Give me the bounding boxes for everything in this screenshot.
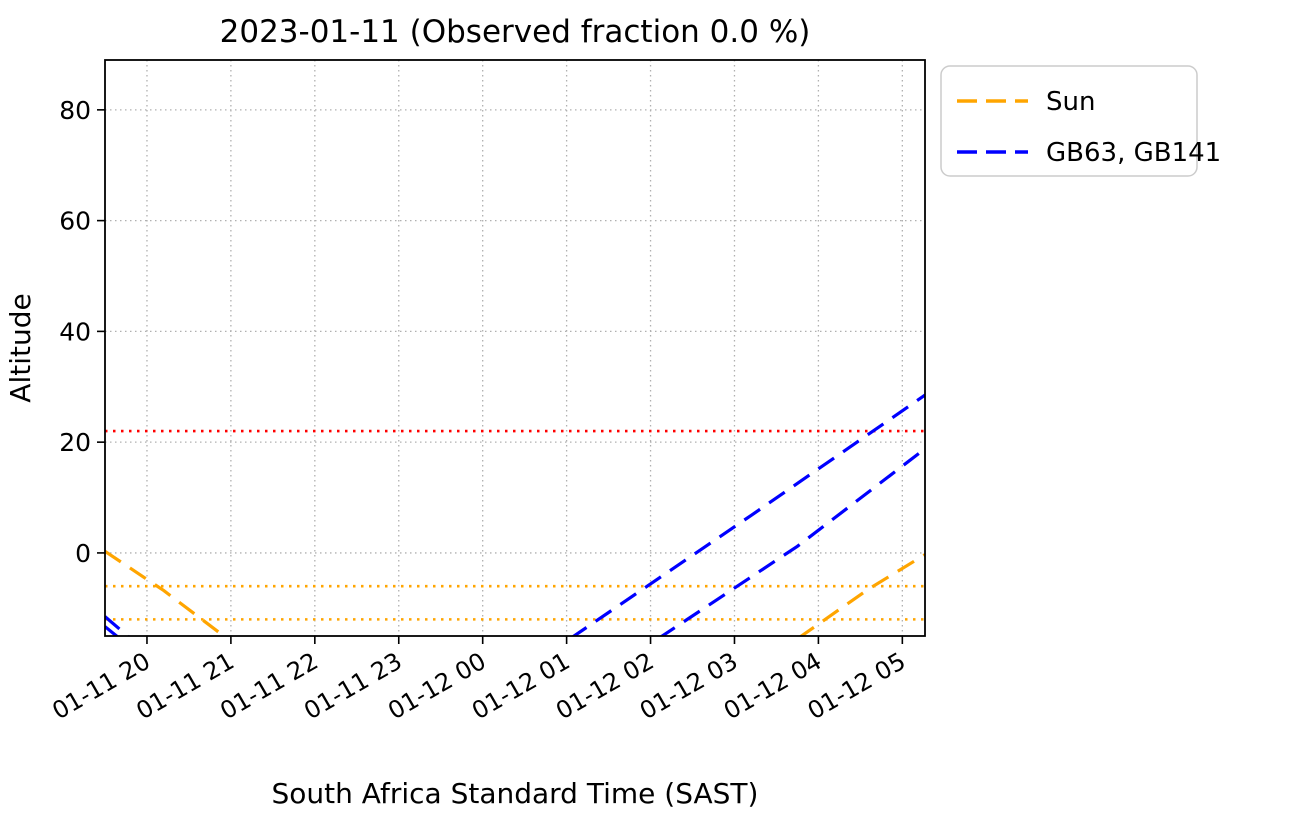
series-target-rising-1 xyxy=(571,393,925,636)
y-tick-label: 40 xyxy=(59,317,91,346)
y-tick-label: 80 xyxy=(59,96,91,125)
y-tick-label: 60 xyxy=(59,207,91,236)
series-target-setting-1 xyxy=(105,615,131,636)
chart-title: 2023-01-11 (Observed fraction 0.0 %) xyxy=(220,14,811,50)
x-axis-label: South Africa Standard Time (SAST) xyxy=(272,777,759,810)
legend-label-sun: Sun xyxy=(1046,87,1095,117)
legend: Sun GB63, GB141 xyxy=(940,65,1221,177)
y-tick-label: 20 xyxy=(59,428,91,457)
legend-box xyxy=(940,65,1198,177)
plot-border xyxy=(104,59,926,637)
y-axis-label: Altitude xyxy=(4,293,37,402)
series-sun-evening xyxy=(105,549,227,636)
series-sun-morning xyxy=(798,553,925,636)
series-target-rising-2 xyxy=(659,447,925,636)
y-tick-label: 0 xyxy=(75,539,91,568)
legend-label-targets: GB63, GB141 xyxy=(1046,138,1221,168)
series-target-setting-2 xyxy=(105,625,120,636)
